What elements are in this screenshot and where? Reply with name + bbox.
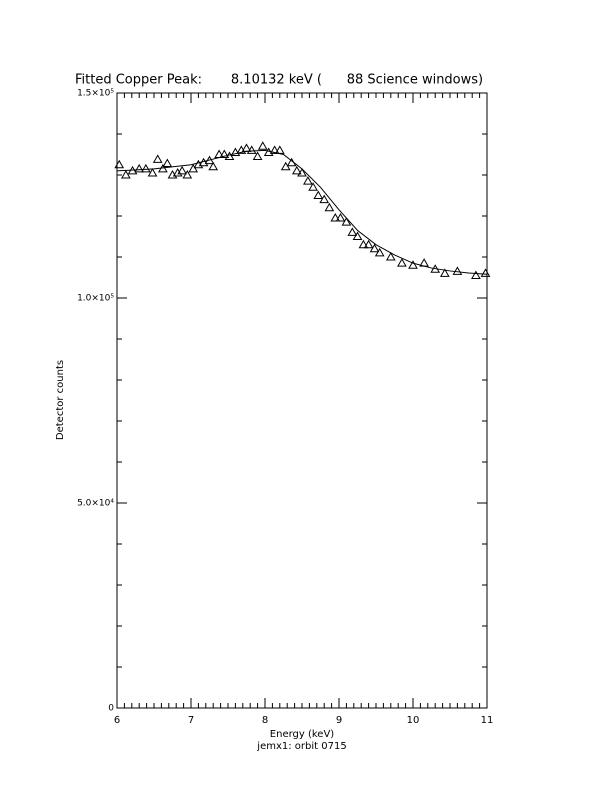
x-tick-label: 10: [407, 715, 420, 726]
y-axis-label: Detector counts: [55, 360, 66, 440]
data-point: [246, 145, 257, 154]
data-point: [172, 167, 183, 177]
data-point: [114, 159, 125, 169]
x-axis-label: Energy (keV): [270, 729, 335, 740]
data-point: [352, 231, 363, 240]
data-point: [269, 145, 280, 154]
data-point: [408, 260, 418, 269]
data-point: [397, 258, 407, 267]
data-point: [182, 169, 193, 179]
x-tick-label: 7: [188, 715, 194, 726]
fit-line: [116, 149, 488, 275]
data-point: [134, 163, 145, 173]
data-point: [330, 213, 341, 222]
data-point: [291, 165, 302, 175]
data-point: [188, 163, 199, 173]
data-point: [224, 151, 235, 161]
y-tick-label: 5.0×10⁴: [77, 499, 114, 509]
data-point: [341, 217, 352, 226]
data-point: [369, 243, 380, 253]
subtitle: jemx1: orbit 0715: [256, 741, 346, 752]
data-point: [152, 154, 163, 163]
data-point: [147, 167, 158, 177]
data-point: [363, 239, 374, 249]
data-point: [257, 141, 268, 150]
x-tick-label: 8: [262, 715, 268, 726]
y-tick-label: 0: [108, 704, 114, 714]
data-point: [374, 247, 385, 257]
data-point: [140, 163, 151, 173]
x-tick-label: 11: [481, 715, 494, 726]
data-point: [162, 158, 173, 168]
data-point: [335, 213, 346, 222]
data-point: [471, 270, 481, 279]
data-point: [121, 169, 131, 179]
y-tick-label: 1.0×10⁵: [77, 294, 114, 304]
data-point: [297, 167, 307, 177]
data-point: [358, 239, 369, 249]
data-point: [177, 165, 187, 175]
data-point: [324, 202, 335, 212]
data-point: [313, 190, 324, 199]
x-tick-label: 9: [336, 715, 342, 726]
data-point: [219, 149, 230, 158]
data-point: [439, 268, 450, 277]
y-tick-label: 1.5×10⁵: [77, 89, 114, 99]
data-point: [308, 182, 318, 191]
data-point: [252, 151, 263, 161]
data-point: [208, 161, 219, 171]
data-point: [347, 227, 358, 236]
data-point: [280, 161, 291, 171]
data-point: [480, 268, 491, 277]
chart-title: Fitted Copper Peak: 8.10132 keV ( 88 Sci…: [75, 73, 483, 88]
data-point: [230, 147, 241, 156]
data-point: [452, 266, 463, 275]
data-point: [319, 194, 330, 204]
data-point: [303, 176, 313, 185]
data-point: [385, 251, 396, 261]
x-tick-label: 6: [114, 715, 120, 726]
